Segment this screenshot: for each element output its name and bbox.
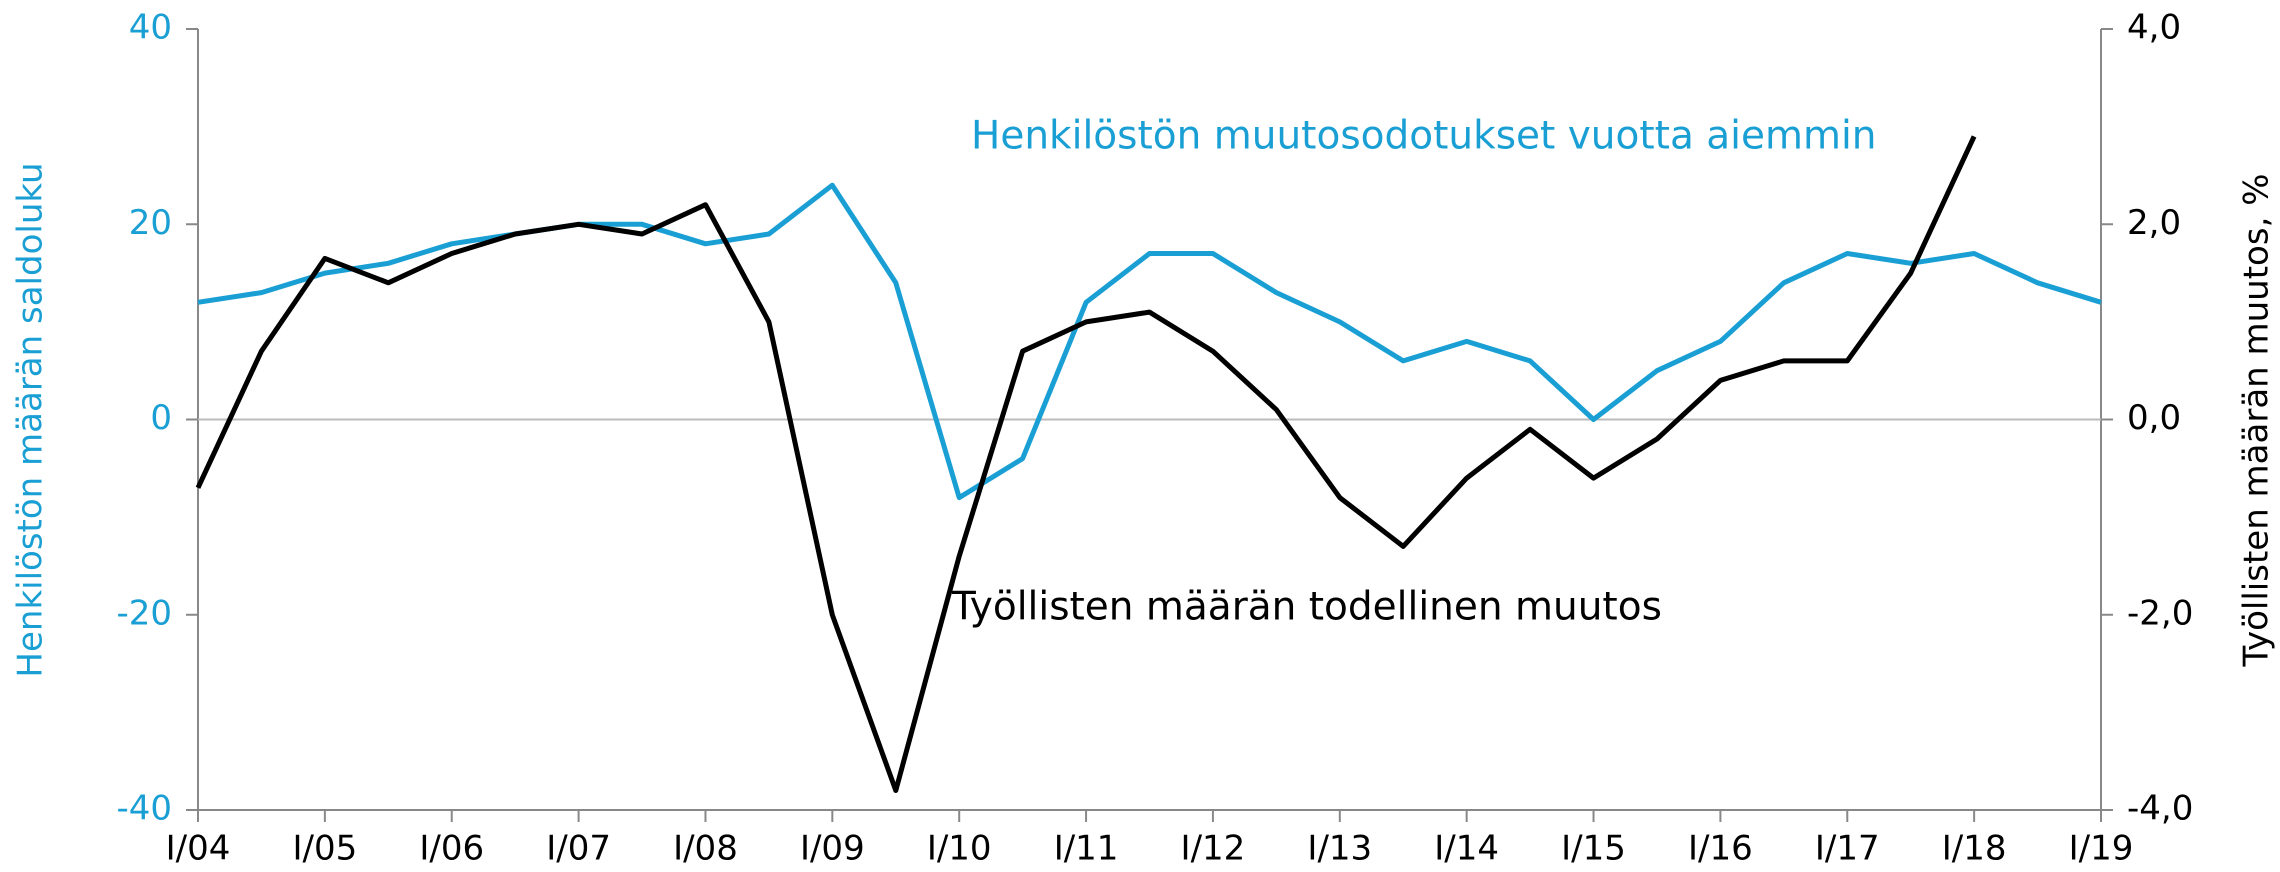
x-tick-label: I/14 xyxy=(1434,829,1499,869)
y-tick-label: 0 xyxy=(150,398,172,438)
y-tick-label: 40 xyxy=(129,8,172,48)
series-annotation: Työllisten määrän todellinen muutos xyxy=(951,585,1662,630)
x-tick-label: I/13 xyxy=(1307,829,1372,869)
x-tick-label: I/08 xyxy=(673,829,738,869)
x-tick-label: I/15 xyxy=(1561,829,1626,869)
x-tick-label: I/12 xyxy=(1181,829,1246,869)
x-tick-label: I/04 xyxy=(166,829,231,869)
y-tick-label: 20 xyxy=(129,203,172,243)
y2-tick-label: 0,0 xyxy=(2127,398,2181,438)
x-tick-label: I/05 xyxy=(292,829,357,869)
y2-tick-label: 4,0 xyxy=(2127,8,2181,48)
series-line xyxy=(197,182,2102,501)
y2-tick-label: -2,0 xyxy=(2127,593,2193,633)
x-tick-label: I/11 xyxy=(1054,829,1119,869)
x-tick-label: I/17 xyxy=(1815,829,1880,869)
x-tick-label: I/06 xyxy=(419,829,484,869)
x-tick-label: I/07 xyxy=(546,829,611,869)
x-tick-label: I/18 xyxy=(1942,829,2007,869)
series-line xyxy=(195,135,1977,793)
x-tick-label: I/10 xyxy=(927,829,992,869)
x-tick-label: I/19 xyxy=(2069,829,2134,869)
y-tick-label: -20 xyxy=(116,593,172,633)
y2-tick-label: 2,0 xyxy=(2127,203,2181,243)
y2-tick-label: -4,0 xyxy=(2127,789,2193,829)
y2-axis-label: Työllisten määrän muutos, % xyxy=(2237,174,2277,668)
y-tick-label: -40 xyxy=(116,789,172,829)
x-tick-label: I/16 xyxy=(1688,829,1753,869)
y-axis-label: Henkilöstön määrän saldoluku xyxy=(11,162,51,677)
x-tick-label: I/09 xyxy=(800,829,865,869)
series-annotation: Henkilöstön muutosodotukset vuotta aiemm… xyxy=(971,114,1877,159)
